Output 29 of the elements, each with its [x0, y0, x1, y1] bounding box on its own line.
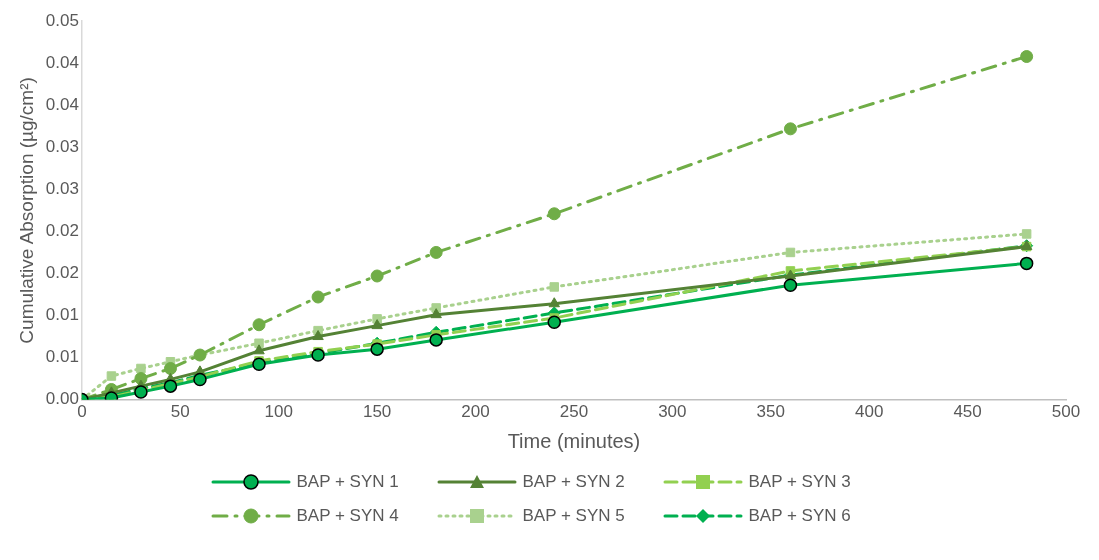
y-tick-label: 0.02: [45, 263, 79, 283]
y-axis-title: Cumulative Absorption (µg/cm²): [15, 77, 37, 344]
y-tick-label: 0.04: [45, 52, 79, 72]
x-tick-label: 450: [953, 402, 982, 422]
x-tick-label: 50: [170, 402, 190, 422]
y-tick-label: 0.01: [45, 347, 79, 367]
x-tick-label: 150: [362, 402, 392, 422]
x-axis-title: Time (minutes): [507, 429, 641, 452]
x-tick-label: 400: [854, 402, 884, 422]
legend-label: BAP + SYN 2: [522, 472, 625, 492]
x-tick-label: 300: [658, 402, 687, 422]
x-tick-label: 200: [461, 402, 490, 422]
x-tick-label: 500: [1051, 402, 1081, 422]
legend-label: BAP + SYN 4: [296, 506, 399, 526]
legend-label: BAP + SYN 1: [296, 472, 399, 492]
legend-label: BAP + SYN 5: [522, 506, 625, 526]
x-tick-label: 350: [756, 402, 785, 422]
y-tick-label: 0.00: [45, 389, 79, 409]
x-tick-label: 250: [559, 402, 589, 422]
x-tick-label: 100: [264, 402, 293, 422]
y-tick-label: 0.05: [45, 10, 79, 30]
legend-label: BAP + SYN 6: [748, 506, 851, 526]
y-tick-label: 0.01: [45, 305, 79, 325]
y-tick-label: 0.02: [45, 221, 79, 241]
y-tick-label: 0.03: [45, 179, 79, 199]
x-tick-label: 0: [77, 402, 87, 422]
y-tick-label: 0.03: [45, 137, 79, 157]
legend-label: BAP + SYN 3: [748, 472, 851, 492]
y-tick-label: 0.04: [45, 94, 79, 114]
